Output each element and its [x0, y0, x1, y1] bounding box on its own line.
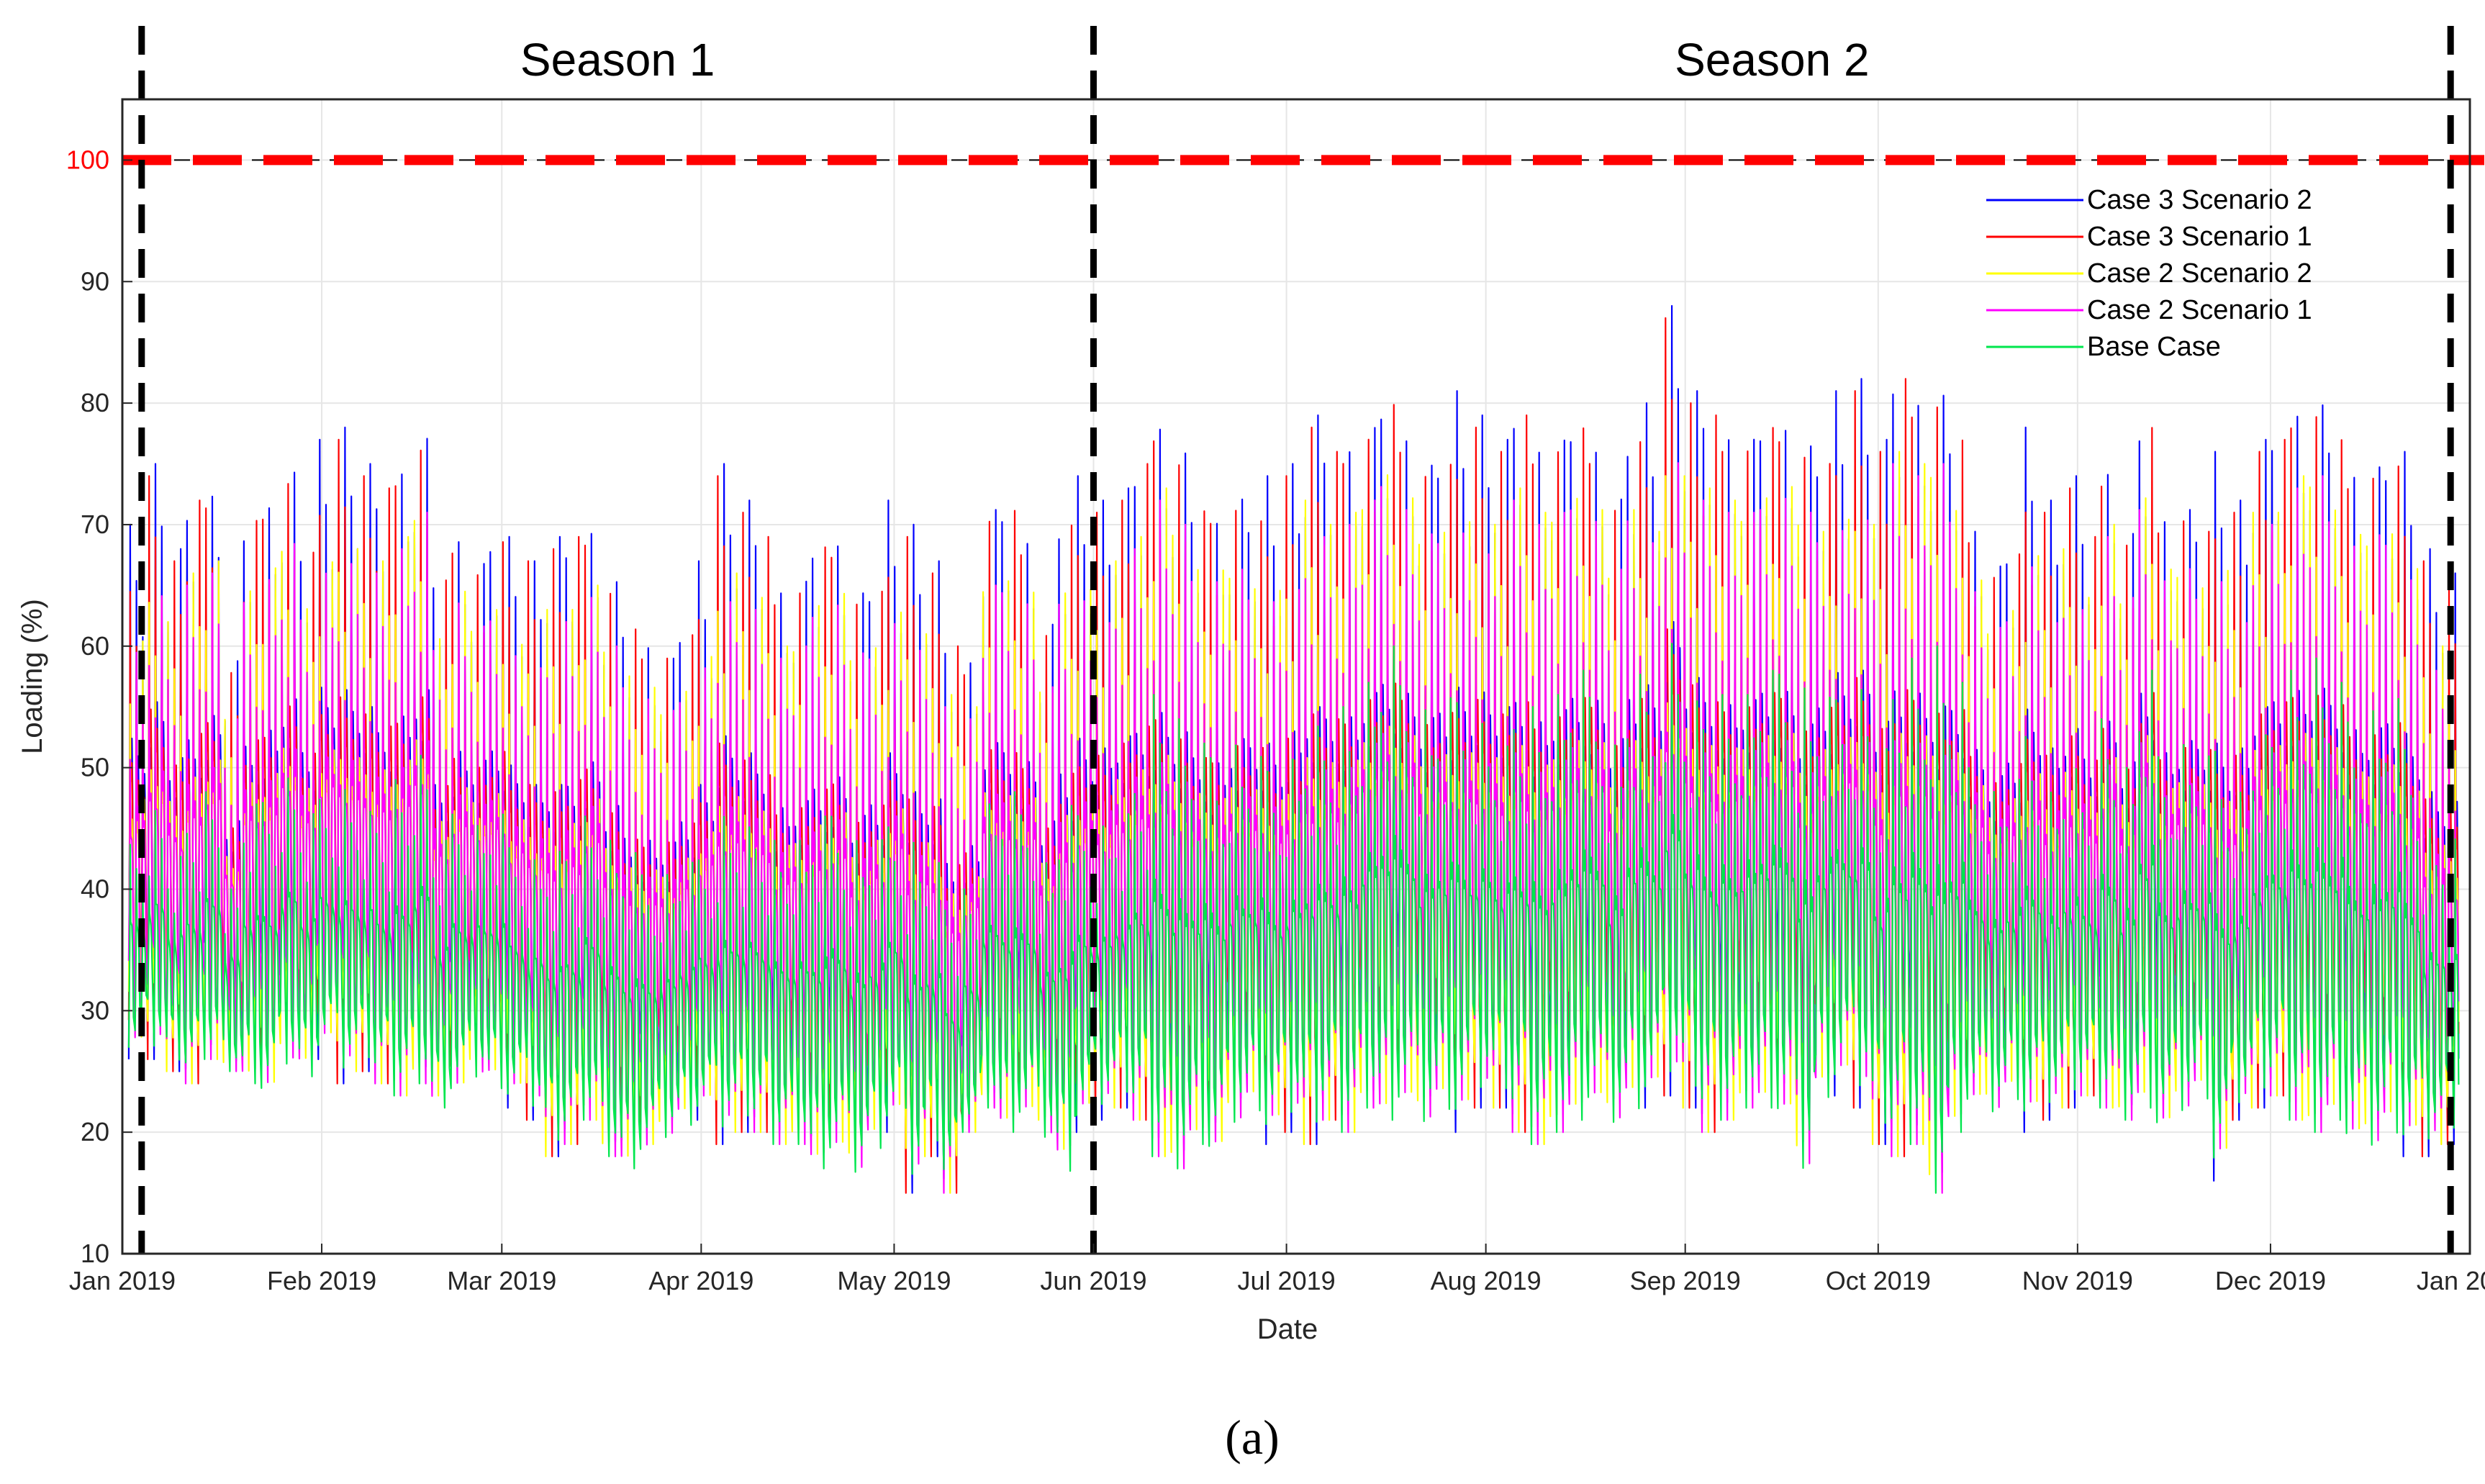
series-line-4: [127, 643, 2460, 1194]
x-tick-label: Jun 2019: [1040, 1266, 1146, 1295]
y-tick-label: 100: [66, 145, 109, 174]
y-tick-label: 90: [81, 266, 109, 296]
x-tick-label: Mar 2019: [447, 1266, 556, 1295]
x-tick-label: Apr 2019: [648, 1266, 753, 1295]
x-tick-label: Nov 2019: [2022, 1266, 2133, 1295]
legend-label: Case 2 Scenario 2: [2087, 258, 2312, 289]
y-axis-ticks: 10 20 30 40 50 60 70 80 90 100: [66, 145, 132, 1268]
x-tick-label: Jan 2020: [2417, 1266, 2485, 1295]
x-tick-label: Jan 2019: [69, 1266, 176, 1295]
y-tick-label: 10: [81, 1239, 109, 1268]
legend-label: Case 3 Scenario 1: [2087, 222, 2312, 252]
y-tick-label: 30: [81, 995, 109, 1025]
y-tick-label: 50: [81, 753, 109, 782]
x-tick-label: Feb 2019: [267, 1266, 376, 1295]
y-axis-title: Loading (%): [17, 599, 48, 754]
figure-caption: (a): [1225, 1410, 1279, 1465]
y-tick-label: 60: [81, 631, 109, 661]
y-tick-label: 20: [81, 1117, 109, 1146]
legend-label: Case 3 Scenario 2: [2087, 185, 2312, 215]
season-label: Season 1: [520, 34, 715, 86]
series-group: [127, 304, 2460, 1194]
x-tick-label: Dec 2019: [2215, 1266, 2326, 1295]
x-tick-label: Jul 2019: [1238, 1266, 1336, 1295]
x-tick-label: May 2019: [837, 1266, 951, 1295]
y-tick-label: 80: [81, 388, 109, 417]
y-tick-label: 70: [81, 510, 109, 539]
season-labels: Season 1 Season 2: [520, 34, 1870, 86]
x-axis-title: Date: [1257, 1313, 1318, 1345]
x-axis-ticks: Jan 2019 Feb 2019 Mar 2019 Apr 2019 May 2019…: [69, 1244, 2485, 1295]
y-tick-label: 40: [81, 874, 109, 903]
legend-label: Base Case: [2087, 332, 2221, 362]
x-tick-label: Oct 2019: [1826, 1266, 1931, 1295]
season-label: Season 2: [1675, 34, 1869, 86]
legend-label: Case 2 Scenario 1: [2087, 295, 2312, 325]
plot-border: [121, 98, 2471, 1255]
season-boundaries: [138, 26, 2454, 1254]
legend: Case 3 Scenario 2 Case 3 Scenario 1 Case 2…: [1986, 185, 2312, 362]
x-tick-label: Sep 2019: [1630, 1266, 1741, 1295]
x-tick-label: Aug 2019: [1431, 1266, 1542, 1295]
